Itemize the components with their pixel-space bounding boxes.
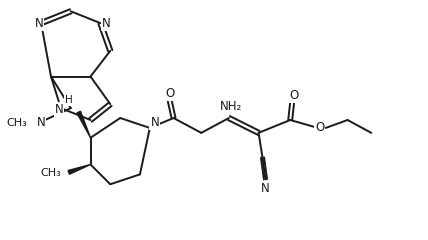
Text: N: N <box>150 116 159 129</box>
Text: NH₂: NH₂ <box>220 100 242 113</box>
Text: CH₃: CH₃ <box>40 168 61 178</box>
Text: N: N <box>35 17 44 30</box>
Polygon shape <box>68 164 91 174</box>
Text: O: O <box>165 87 174 100</box>
Text: O: O <box>289 89 299 102</box>
Text: O: O <box>315 121 324 134</box>
Text: CH₃: CH₃ <box>6 118 27 128</box>
Polygon shape <box>77 111 91 138</box>
Text: N: N <box>102 17 111 30</box>
Text: H: H <box>65 95 73 105</box>
Text: N: N <box>37 116 45 129</box>
Text: N: N <box>54 103 63 116</box>
Text: N: N <box>261 182 270 195</box>
